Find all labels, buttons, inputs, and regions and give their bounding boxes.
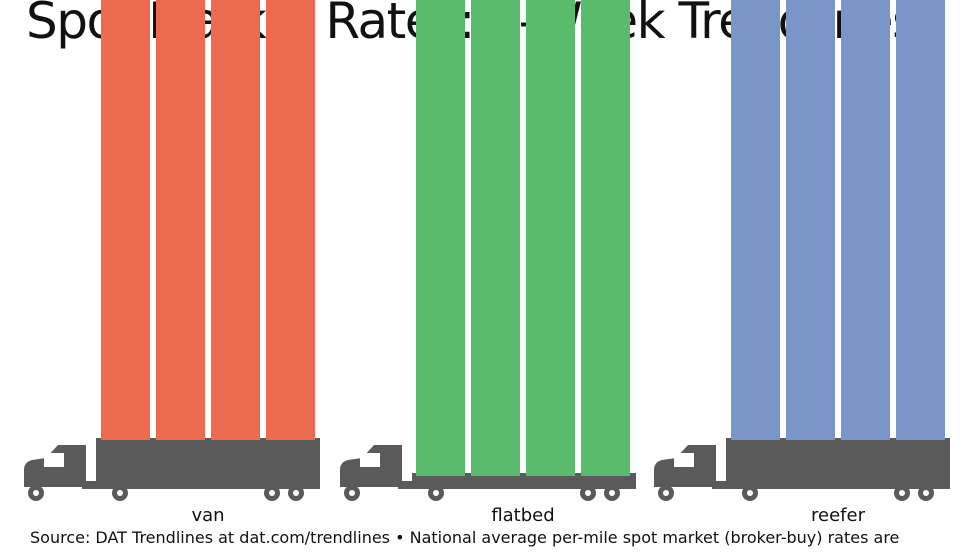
truck-frame — [82, 481, 320, 489]
bar — [896, 0, 945, 440]
truck-hub — [609, 490, 615, 496]
source-note: Source: DAT Trendlines at dat.com/trendl… — [30, 528, 900, 547]
series-label: van — [191, 505, 224, 526]
bar — [581, 0, 630, 476]
truck-trailer — [96, 438, 320, 487]
truck-window — [44, 453, 64, 467]
truck-frame — [712, 481, 950, 489]
series-label: reefer — [811, 505, 866, 526]
bar — [416, 0, 465, 476]
bar — [156, 0, 205, 440]
truck-trailer — [726, 438, 950, 487]
bar — [266, 0, 315, 440]
truck-hub — [899, 490, 905, 496]
truck-hub — [923, 490, 929, 496]
bar — [841, 0, 890, 440]
truck-window — [360, 453, 380, 467]
truck-frame — [398, 481, 636, 489]
truck-hub — [349, 490, 355, 496]
truck-hub — [293, 490, 299, 496]
bar — [786, 0, 835, 440]
truck-window — [674, 453, 694, 467]
truck-hub — [663, 490, 669, 496]
truck-hub — [269, 490, 275, 496]
bar — [471, 0, 520, 476]
bar — [211, 0, 260, 440]
truck-hub — [33, 490, 39, 496]
bar — [101, 0, 150, 440]
bar — [526, 0, 575, 476]
bar — [731, 0, 780, 440]
series-label: flatbed — [491, 505, 554, 526]
truck-hub — [117, 490, 123, 496]
truck-hub — [747, 490, 753, 496]
truck-hub — [433, 490, 439, 496]
truck-hub — [585, 490, 591, 496]
